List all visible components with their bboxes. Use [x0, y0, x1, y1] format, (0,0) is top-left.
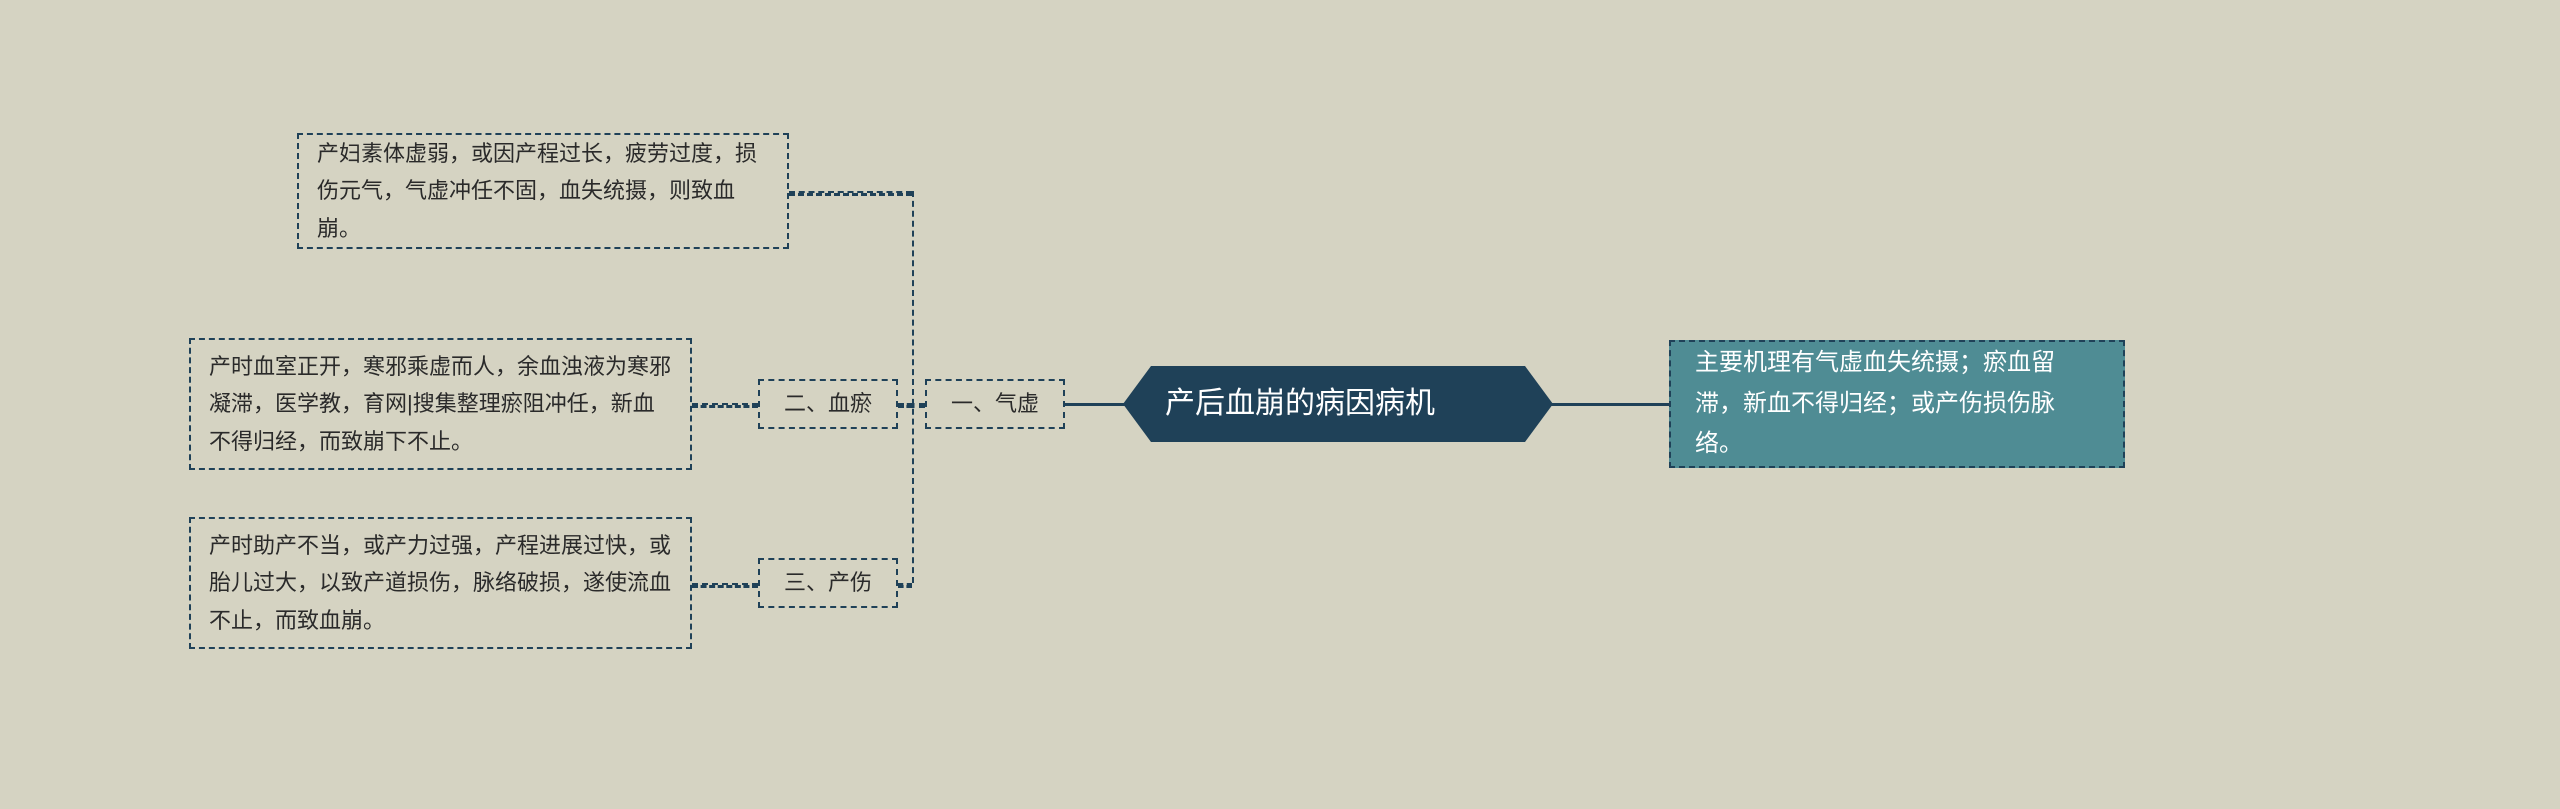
branch-chanshang: 三、产伤: [758, 558, 898, 608]
leaf-chanshang-detail: 产时助产不当，或产力过强，产程进展过快，或胎儿过大，以致产道损伤，脉络破损，遂使…: [189, 517, 692, 649]
connector: [898, 583, 912, 588]
central-node: 产后血崩的病因病机: [1123, 366, 1553, 442]
branch-xueyu: 二、血瘀: [758, 379, 898, 429]
connector: [789, 191, 912, 196]
summary-node: 主要机理有气虚血失统摄；瘀血留滞，新血不得归经；或产伤损伤脉络。: [1669, 340, 2125, 468]
connector: [912, 191, 914, 583]
connector: [1065, 403, 1125, 406]
leaf-qixu-detail: 产妇素体虚弱，或因产程过长，疲劳过度，损伤元气，气虚冲任不固，血失统摄，则致血崩…: [297, 133, 789, 249]
connector: [1551, 403, 1669, 406]
leaf-xueyu-detail: 产时血室正开，寒邪乘虚而人，余血浊液为寒邪凝滞，医学教，育网|搜集整理瘀阻冲任，…: [189, 338, 692, 470]
branch-qixu: 一、气虚: [925, 379, 1065, 429]
connector: [692, 583, 758, 588]
connector: [692, 403, 758, 408]
connector: [898, 403, 912, 408]
